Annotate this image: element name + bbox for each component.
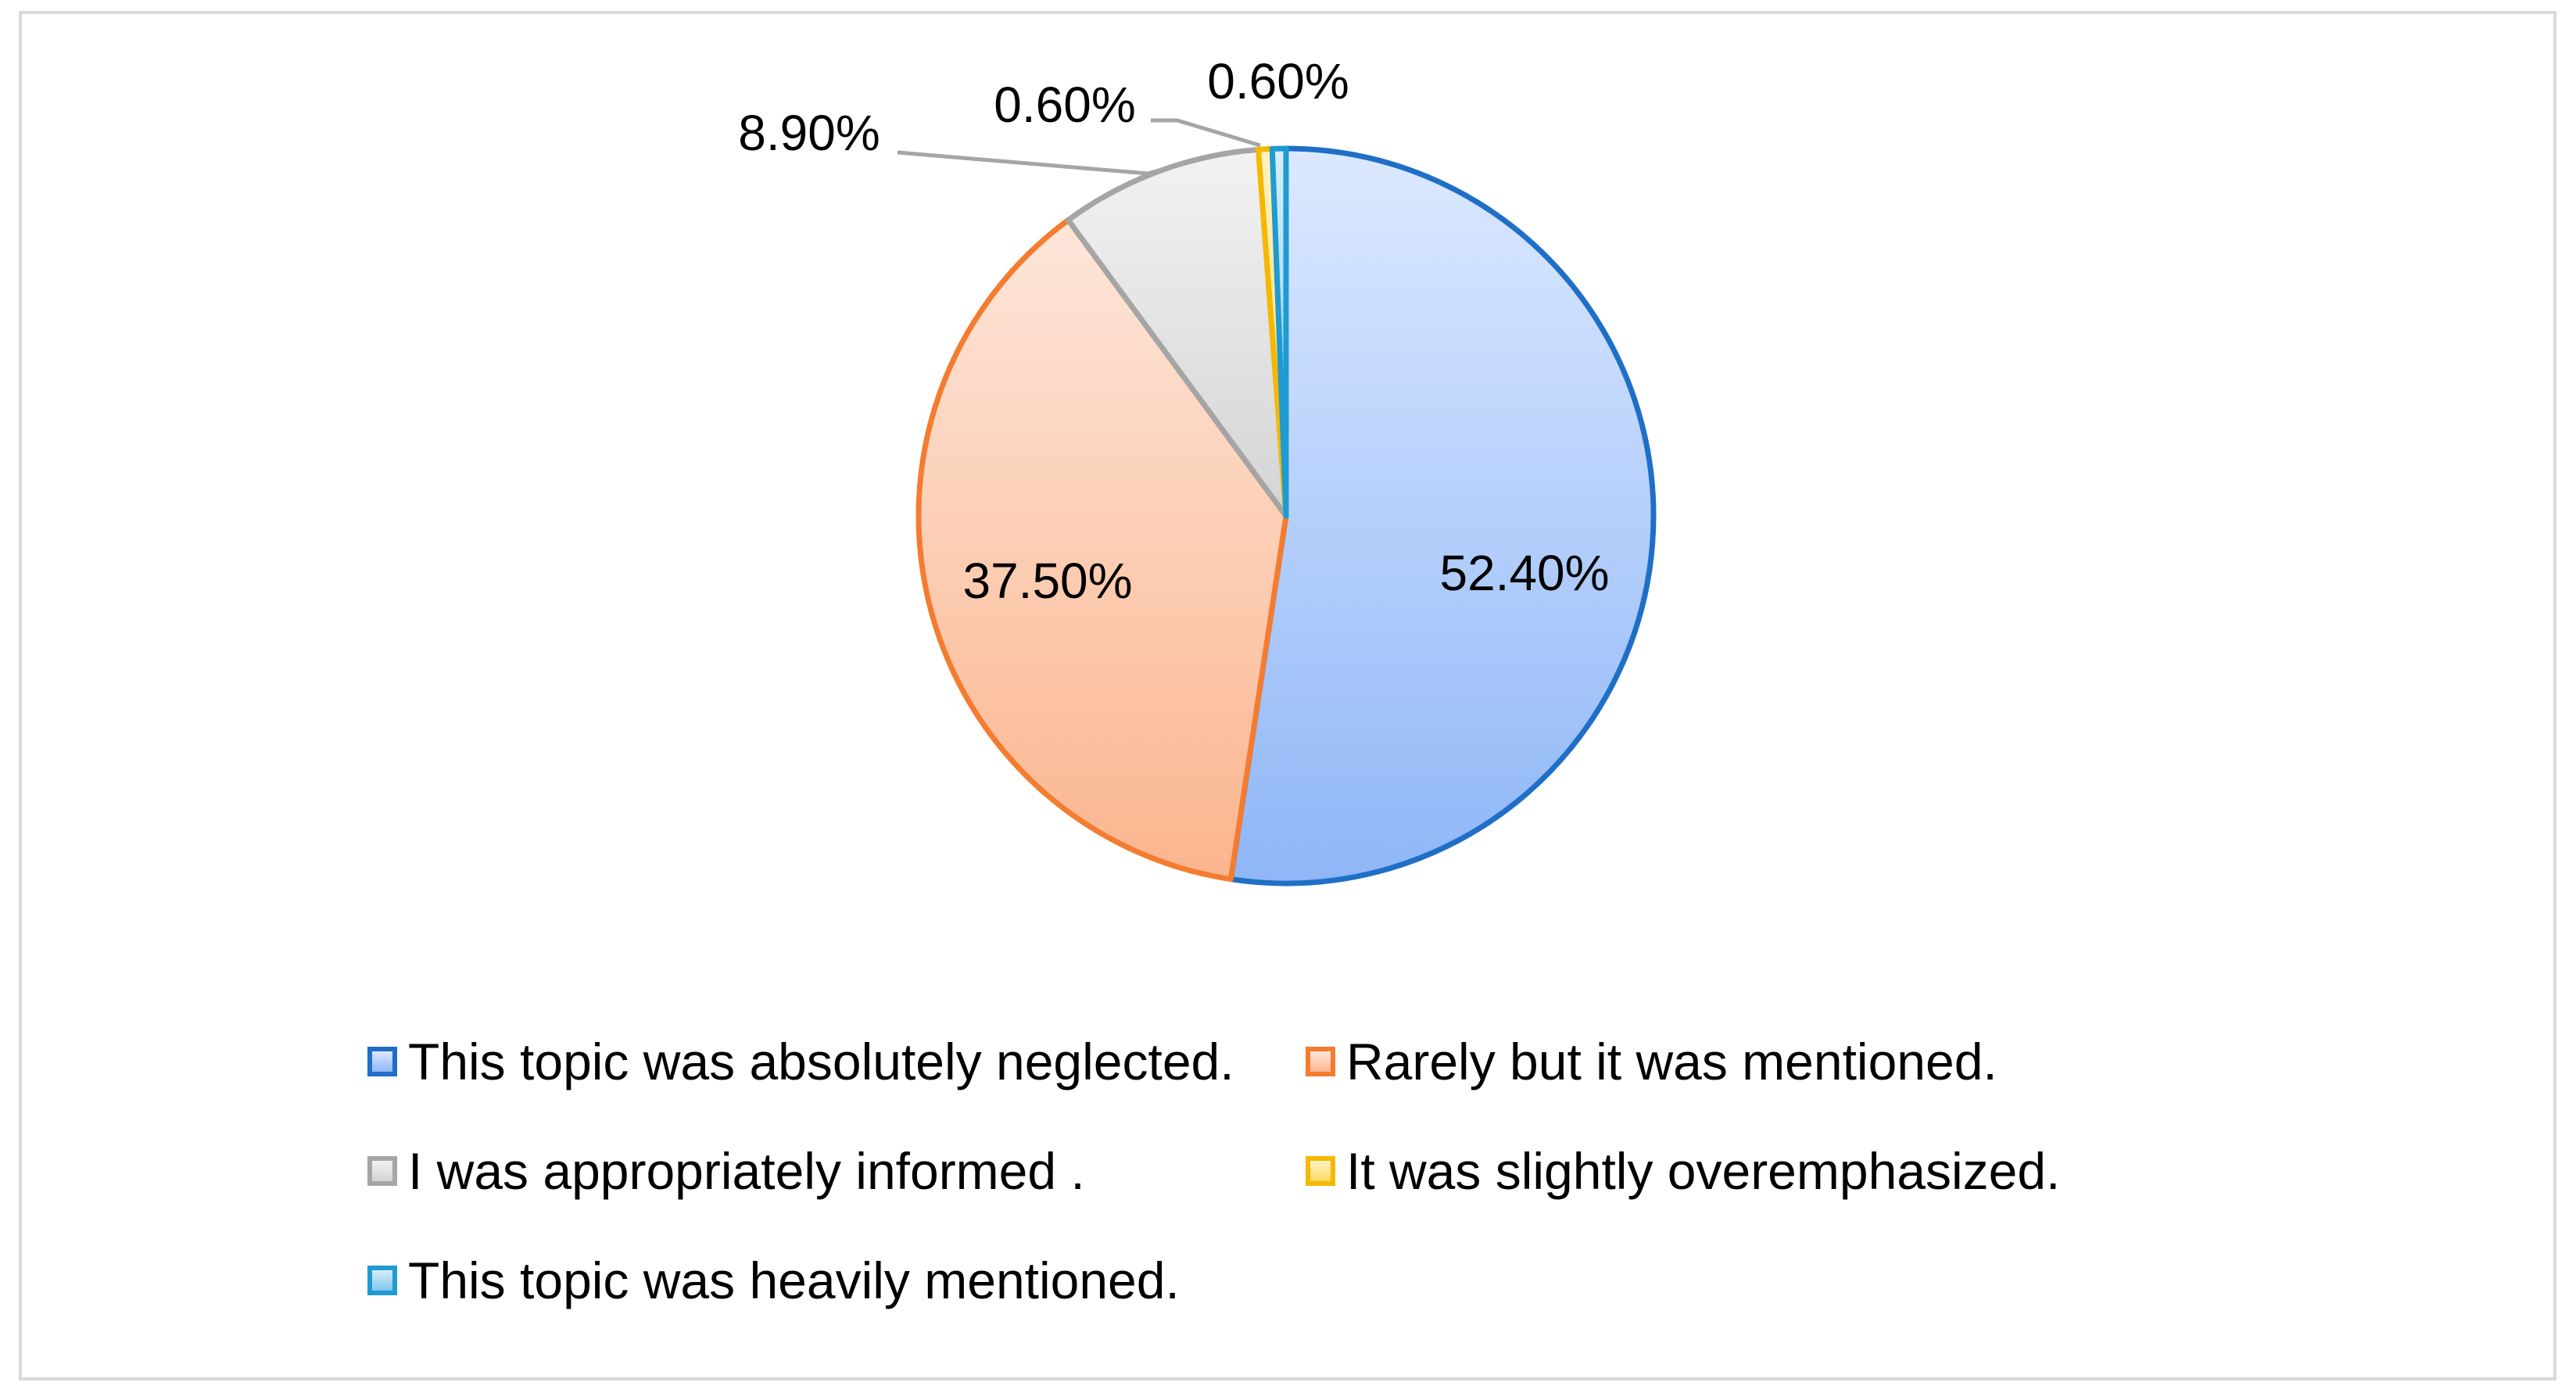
legend-swatch-5: [367, 1266, 397, 1295]
legend-label-3: I was appropriately informed .: [408, 1142, 1085, 1200]
legend-swatch-3: [367, 1156, 397, 1186]
data-label-3: 8.90%: [738, 105, 880, 161]
leader-line-4: [1151, 118, 1261, 148]
data-label-2: 37.50%: [962, 553, 1132, 609]
legend-item-3: I was appropriately informed .: [367, 1140, 1085, 1202]
pie-slice-5: [1269, 145, 1289, 519]
pie-slice-2: [915, 217, 1289, 883]
legend-label-5: This topic was heavily mentioned.: [408, 1252, 1180, 1309]
leader-line-3: [897, 150, 1166, 176]
legend-item-1: This topic was absolutely neglected.: [367, 1030, 1234, 1093]
data-label-4: 0.60%: [994, 77, 1135, 133]
legend-swatch-4: [1306, 1156, 1335, 1186]
legend-swatch-2: [1306, 1047, 1335, 1076]
legend-item-5: This topic was heavily mentioned.: [367, 1249, 1180, 1312]
legend-label-4: It was slightly overemphasized.: [1346, 1142, 2061, 1200]
pie-slices: [915, 145, 1657, 886]
legend-swatch-1: [367, 1047, 397, 1076]
leader-lines: [897, 118, 1261, 176]
legend-label-2: Rarely but it was mentioned.: [1346, 1033, 1997, 1090]
data-labels: 52.40% 37.50% 8.90% 0.60% 0.60%: [738, 53, 1609, 609]
legend-label-1: This topic was absolutely neglected.: [408, 1033, 1234, 1090]
legend-item-4: It was slightly overemphasized.: [1306, 1140, 2060, 1202]
data-label-1: 52.40%: [1439, 545, 1609, 601]
pie-slice-1: [1227, 145, 1657, 886]
data-label-5: 0.60%: [1207, 53, 1349, 109]
legend-item-2: Rarely but it was mentioned.: [1306, 1030, 1997, 1093]
